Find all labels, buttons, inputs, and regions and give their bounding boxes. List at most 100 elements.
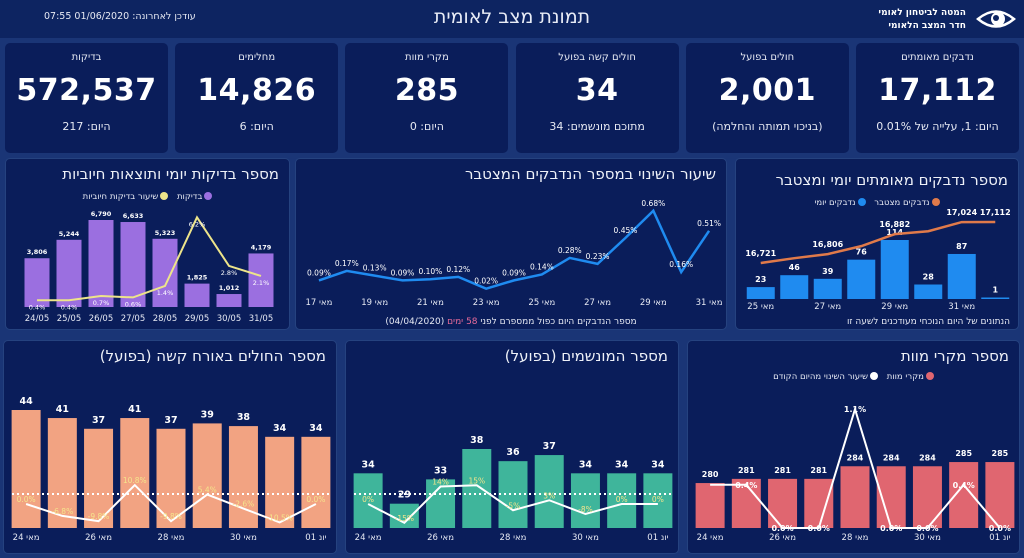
bar — [847, 259, 876, 299]
line-value-label: 15% — [468, 476, 485, 485]
bar — [216, 294, 242, 307]
kpi-card: מקרי מוות 285 היום: 0 — [345, 43, 509, 153]
bar-value-label: 5,323 — [155, 229, 176, 237]
bar — [184, 283, 210, 307]
chart-title: מספר נדבקים מאומתים יומי ומצטבר — [775, 171, 1008, 189]
bar-value-label: 37 — [543, 441, 556, 452]
bar-value-label: 38 — [470, 435, 484, 446]
bar-value-label: 285 — [955, 449, 972, 458]
bar-value-label: 37 — [92, 415, 105, 426]
kpi-label: מחלימים — [238, 52, 276, 63]
cases-chart: 23 46 39 76 114 28 87 1 16,721 16,806 16,882 17,024… — [745, 208, 1011, 312]
bar-value-label: 23 — [755, 275, 766, 284]
cases-chart-card: 23 46 39 76 114 28 87 1 16,721 16,806 16,882 17,024… — [735, 158, 1019, 330]
bar-value-label: 284 — [847, 453, 864, 462]
legend-item-cumulative[interactable]: נדבקים מצטבר — [874, 198, 940, 208]
line-value-label: 0.4% — [61, 303, 78, 311]
line-value-label: 0.09% — [391, 268, 415, 277]
line-value-label: 0% — [616, 495, 628, 504]
kpi-card: חולים קשה בפועל 34 מתוכם מונשמים: 34 — [515, 43, 679, 153]
legend-item-tests[interactable]: בדיקות — [177, 192, 213, 202]
line-value-label: -6.8% — [51, 507, 73, 516]
bar — [24, 258, 50, 307]
bar-value-label: 1 — [992, 286, 998, 295]
bar-value-label: 39 — [201, 409, 214, 420]
bar-value-label: 34 — [273, 423, 287, 434]
legend-item-deaths[interactable]: מקרי מוות — [887, 372, 934, 382]
deaths-chart-card: 280 281 281 281 284 284 284 285 285 0.4% 0.0% 0.0% 1… — [687, 340, 1020, 554]
bar-value-label: 29 — [398, 490, 411, 501]
x-tick-label: 29/05 — [185, 314, 210, 324]
line-value-label: -2.6% — [233, 500, 255, 509]
x-tick-label: מאי 30 — [914, 533, 941, 543]
x-tick-label: מאי 24 — [697, 533, 724, 543]
footer-text: מספר הנדבקים היום כפול ממספרם לפני — [477, 317, 637, 327]
x-tick-label: מאי 26 — [85, 533, 112, 543]
line-value-label: 0.28% — [558, 246, 582, 255]
line-value-label: 1.4% — [157, 289, 174, 297]
bar-value-label: 36 — [506, 447, 520, 458]
line-value-label: 17,112 — [980, 208, 1011, 217]
bar-value-label: 39 — [822, 267, 834, 276]
line-value-label: 5.4% — [198, 486, 217, 495]
x-tick-label: 26/05 — [89, 314, 114, 324]
legend-item-change-rate[interactable]: שיעור השינוי מהיום הקודם — [773, 372, 879, 382]
bar-value-label: 37 — [164, 415, 177, 426]
x-tick-label: 24/05 — [25, 314, 50, 324]
legend-item-daily[interactable]: נדבקים יומי — [814, 198, 866, 208]
chart-title: שיעור השינוי במספר הנדבקים המצטבר — [464, 165, 716, 183]
line-value-label: 0.51% — [697, 219, 721, 228]
bar-value-label: 34 — [309, 423, 323, 434]
line-value-label: 16,806 — [812, 240, 843, 249]
bar — [880, 240, 909, 299]
x-tick-label: מאי 31 — [948, 302, 975, 312]
chart-title: מספר החולים באורח קשה (בפועל) — [99, 347, 326, 365]
chart-title: מספר בדיקות יומי ותוצאות חיוביות — [62, 165, 279, 183]
bar — [914, 284, 943, 299]
line-value-label: 0.0% — [916, 524, 938, 533]
line-value-label: -15% — [395, 514, 414, 523]
kpi-value: 285 — [394, 73, 459, 108]
line-value-label: -10.5% — [266, 513, 293, 522]
bar-value-label: 87 — [956, 242, 967, 251]
footer-days: 58 ימים — [447, 317, 478, 327]
legend-label: מקרי מוות — [886, 372, 924, 382]
bar — [949, 462, 979, 528]
line-value-label: 3% — [543, 491, 555, 500]
bar-value-label: 34 — [651, 459, 665, 470]
line-value-label: 0.45% — [614, 226, 638, 235]
line-value-label: 0.12% — [446, 265, 470, 274]
x-tick-label: 30/05 — [217, 314, 242, 324]
x-tick-label: מאי 24 — [355, 533, 382, 543]
kpi-card: חולים בפועל 2,001 (בניכוי תמותה והחלמה) — [685, 43, 849, 153]
bar — [947, 253, 976, 299]
x-tick-label: מאי 30 — [230, 533, 257, 543]
growth-chart: 0.09%0.17%0.13%0.09% 0.10% 0.12%0.02%0.09%… — [305, 199, 722, 308]
legend-item-positive-rate[interactable]: שיעור בדיקות חיוביות — [83, 192, 169, 202]
bar — [301, 436, 331, 528]
legend-label: נדבקים יומי — [814, 198, 856, 208]
x-tick-label: מאי 26 — [769, 533, 796, 543]
line-value-label: 0.17% — [335, 259, 359, 268]
bar-value-label: 1,012 — [219, 284, 240, 292]
bar-value-label: 284 — [919, 453, 936, 462]
kpi-label: בדיקות — [71, 52, 102, 63]
x-tick-label: מאי 27 — [814, 302, 841, 312]
x-tick-label: מאי 28 — [158, 533, 185, 543]
bar-value-label: 34 — [361, 459, 375, 470]
line-value-label: 0.4% — [29, 303, 46, 311]
bar-value-label: 33 — [434, 465, 447, 476]
bar-value-label: 44 — [19, 396, 33, 407]
x-tick-label: יונ 01 — [989, 533, 1010, 543]
ventilated-chart-card: 34 29 33 38 36 37 34 34 34 0% -15% 14% 15% -5% 3% -8% 0%… — [345, 340, 679, 554]
critical-chart: 44 41 37 41 37 39 38 34 34 0.0% -6.8% -9.8% 10.8% -9.… — [11, 396, 331, 543]
x-tick-label: מאי 26 — [427, 533, 454, 543]
bar — [768, 478, 798, 528]
line-value-label: 0.0% — [17, 495, 36, 504]
x-tick-label: מאי 28 — [842, 533, 869, 543]
deaths-chart: 280 281 281 281 284 284 284 285 285 0.4% 0.0% 0.0% 1… — [695, 405, 1015, 543]
x-tick-label: יונ 01 — [305, 533, 326, 543]
bar-value-label: 38 — [237, 412, 251, 423]
bar — [152, 238, 178, 307]
x-tick-label: מאי 25 — [528, 298, 555, 308]
